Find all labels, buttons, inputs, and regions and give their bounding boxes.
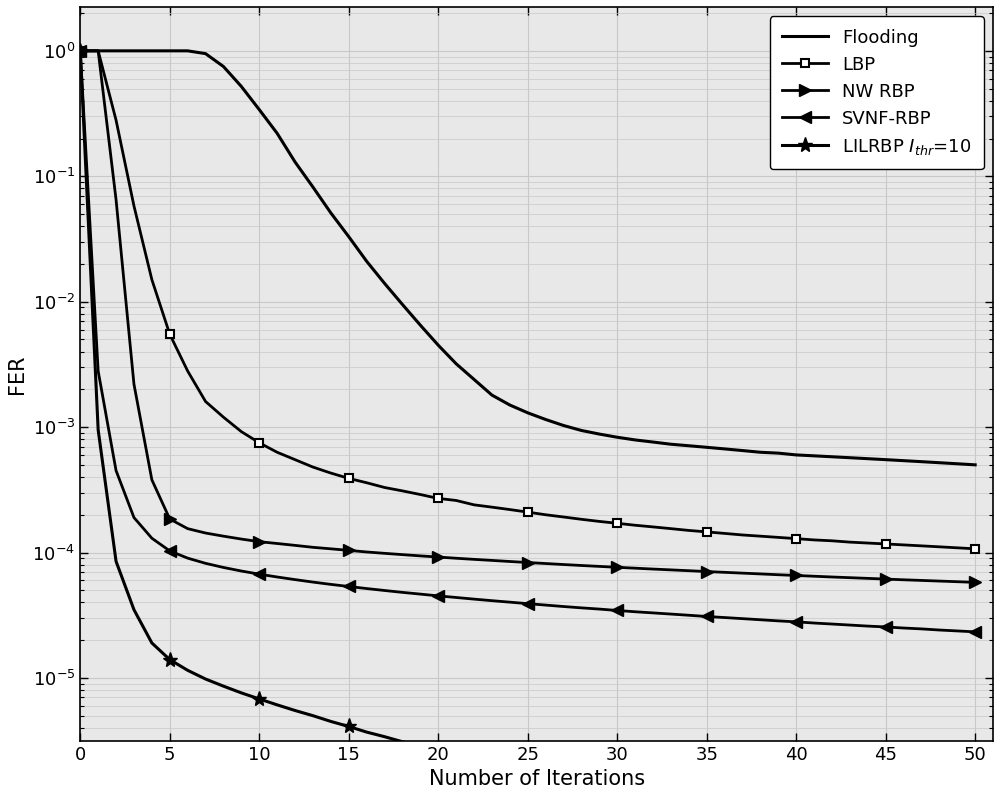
NW RBP: [343, 545, 355, 555]
NW RBP: [719, 568, 731, 577]
LBP: [719, 529, 731, 538]
NW RBP: [74, 46, 86, 56]
SVNF-RBP: [271, 572, 283, 582]
Flooding: [361, 256, 373, 266]
Flooding: [343, 232, 355, 241]
NW RBP: [271, 539, 283, 548]
SVNF-RBP: [665, 609, 677, 618]
LILRBP $I_{thr}$=10: [361, 728, 373, 737]
X-axis label: Number of Iterations: Number of Iterations: [429, 769, 645, 789]
Line: SVNF-RBP: SVNF-RBP: [75, 45, 981, 638]
Line: NW RBP: NW RBP: [75, 45, 981, 588]
NW RBP: [951, 577, 963, 587]
LILRBP $I_{thr}$=10: [665, 794, 677, 796]
SVNF-RBP: [969, 627, 981, 637]
Flooding: [969, 460, 981, 470]
SVNF-RBP: [74, 46, 86, 56]
Line: LILRBP $I_{thr}$=10: LILRBP $I_{thr}$=10: [73, 43, 983, 796]
Y-axis label: FER: FER: [7, 354, 27, 393]
Line: Flooding: Flooding: [80, 51, 975, 465]
NW RBP: [665, 565, 677, 575]
Flooding: [951, 459, 963, 469]
SVNF-RBP: [719, 613, 731, 622]
LBP: [343, 474, 355, 483]
Flooding: [74, 46, 86, 56]
LILRBP $I_{thr}$=10: [271, 700, 283, 709]
LBP: [665, 524, 677, 533]
LBP: [969, 544, 981, 553]
Flooding: [665, 439, 677, 449]
LBP: [271, 447, 283, 457]
LILRBP $I_{thr}$=10: [74, 46, 86, 56]
LILRBP $I_{thr}$=10: [343, 722, 355, 732]
Flooding: [719, 444, 731, 454]
SVNF-RBP: [343, 582, 355, 591]
SVNF-RBP: [361, 583, 373, 593]
SVNF-RBP: [951, 626, 963, 636]
LBP: [74, 46, 86, 56]
Legend: Flooding, LBP, NW RBP, SVNF-RBP, LILRBP $I_{thr}$=10: Flooding, LBP, NW RBP, SVNF-RBP, LILRBP …: [770, 16, 984, 170]
LBP: [361, 478, 373, 487]
Line: LBP: LBP: [76, 47, 979, 553]
NW RBP: [361, 547, 373, 556]
NW RBP: [969, 578, 981, 587]
Flooding: [271, 128, 283, 138]
LBP: [951, 543, 963, 552]
